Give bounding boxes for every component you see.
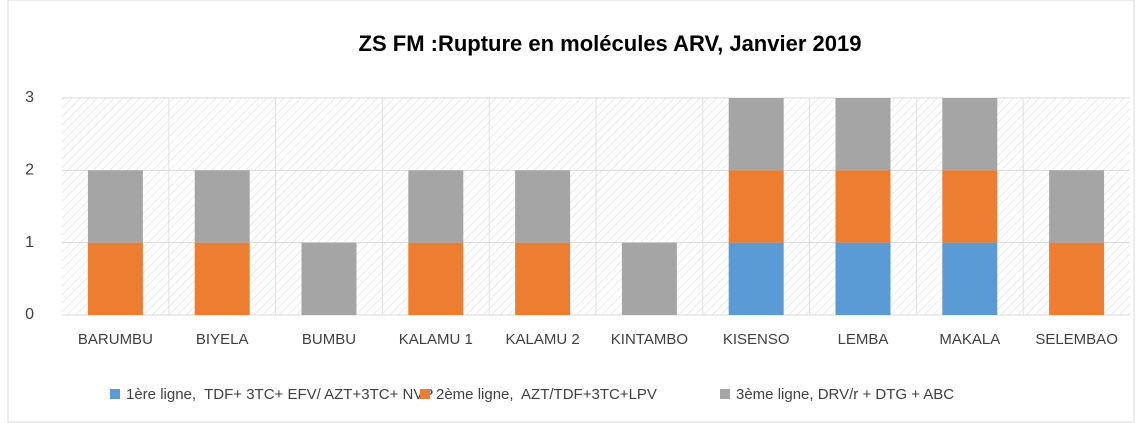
bar-segment: [728, 98, 784, 171]
legend-swatch: [110, 389, 120, 399]
bar-segment: [835, 170, 891, 243]
bar-segment: [835, 242, 891, 315]
x-tick-label: BUMBU: [302, 331, 356, 348]
bar-segment: [835, 98, 891, 171]
x-tick-label: KISENSO: [723, 331, 790, 348]
y-tick-label: 0: [25, 306, 34, 323]
bar-segment: [942, 170, 998, 243]
x-tick-label: BARUMBU: [78, 331, 153, 348]
x-tick-label: SELEMBAO: [1035, 331, 1118, 348]
x-tick-label: MAKALA: [939, 331, 1000, 348]
bar-segment: [194, 170, 250, 243]
legend-swatch: [720, 389, 730, 399]
bar-segment: [194, 242, 250, 315]
bar-segment: [515, 170, 571, 243]
bar-segment: [621, 242, 677, 315]
legend-swatch: [420, 389, 430, 399]
bar-segment: [942, 242, 998, 315]
x-tick-label: LEMBA: [838, 331, 889, 348]
bar-segment: [728, 170, 784, 243]
y-tick-label: 2: [25, 162, 34, 179]
y-tick-label: 1: [25, 234, 34, 251]
chart-title: ZS FM :Rupture en molécules ARV, Janvier…: [359, 31, 862, 56]
x-tick-label: BIYELA: [196, 331, 249, 348]
y-tick-label: 3: [25, 89, 34, 106]
x-tick-label: KINTAMBO: [611, 331, 688, 348]
bar-segment: [87, 170, 143, 243]
legend-label: 1ère ligne, TDF+ 3TC+ EFV/ AZT+3TC+ NVP: [126, 386, 433, 403]
bar-segment: [1049, 170, 1105, 243]
legend-label: 3ème ligne, DRV/r + DTG + ABC: [736, 386, 954, 403]
bar-segment: [515, 242, 571, 315]
bar-segment: [728, 242, 784, 315]
bar-segment: [301, 242, 357, 315]
bar-segment: [1049, 242, 1105, 315]
legend-label: 2ème ligne, AZT/TDF+3TC+LPV: [436, 386, 657, 403]
x-tick-label: KALAMU 1: [399, 331, 473, 348]
x-tick-label: KALAMU 2: [505, 331, 579, 348]
bar-segment: [87, 242, 143, 315]
bar-segment: [942, 98, 998, 171]
bar-segment: [408, 242, 464, 315]
bar-segment: [408, 170, 464, 243]
